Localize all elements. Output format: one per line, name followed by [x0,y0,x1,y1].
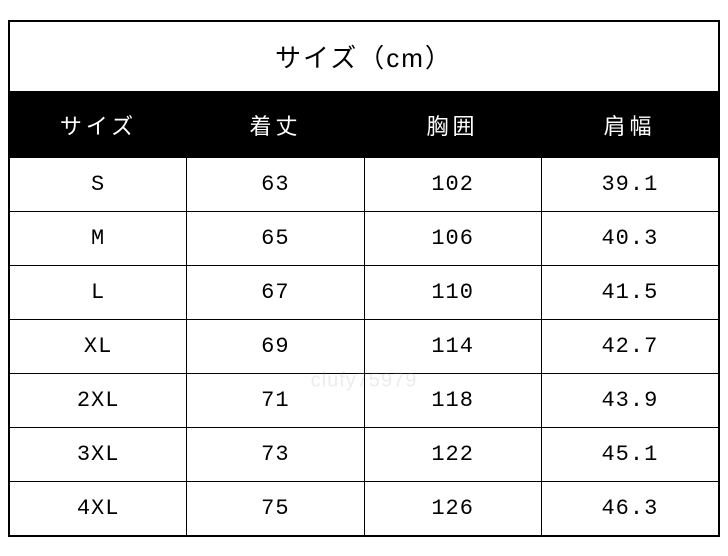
table-cell: 67 [187,266,364,319]
column-header-length: 着丈 [187,93,364,157]
table-cell: S [10,158,187,211]
table-row: XL6911442.7 [10,319,718,373]
table-cell: 102 [365,158,542,211]
table-cell: 114 [365,320,542,373]
size-table: サイズ（cm） サイズ 着丈 胸囲 肩幅 S6310239.1M6510640.… [8,20,720,537]
table-cell: 122 [365,428,542,481]
table-header-row: サイズ 着丈 胸囲 肩幅 [10,93,718,157]
table-cell: 45.1 [542,428,718,481]
table-cell: L [10,266,187,319]
column-header-chest: 胸囲 [364,93,541,157]
table-cell: 42.7 [542,320,718,373]
table-title: サイズ（cm） [10,22,718,93]
table-row: M6510640.3 [10,211,718,265]
table-cell: 118 [365,374,542,427]
table-row: L6711041.5 [10,265,718,319]
table-cell: 126 [365,482,542,535]
table-cell: 71 [187,374,364,427]
table-cell: 65 [187,212,364,265]
table-cell: 110 [365,266,542,319]
table-row: 2XL7111843.9 [10,373,718,427]
table-row: S6310239.1 [10,157,718,211]
table-cell: 3XL [10,428,187,481]
column-header-shoulder: 肩幅 [541,93,718,157]
table-cell: 41.5 [542,266,718,319]
table-cell: XL [10,320,187,373]
table-cell: M [10,212,187,265]
table-cell: 43.9 [542,374,718,427]
column-header-size: サイズ [10,93,187,157]
table-cell: 69 [187,320,364,373]
table-row: 4XL7512646.3 [10,481,718,535]
table-cell: 40.3 [542,212,718,265]
table-cell: 2XL [10,374,187,427]
table-cell: 46.3 [542,482,718,535]
table-cell: 73 [187,428,364,481]
table-cell: 39.1 [542,158,718,211]
table-cell: 4XL [10,482,187,535]
table-cell: 106 [365,212,542,265]
table-cell: 63 [187,158,364,211]
table-row: 3XL7312245.1 [10,427,718,481]
table-cell: 75 [187,482,364,535]
